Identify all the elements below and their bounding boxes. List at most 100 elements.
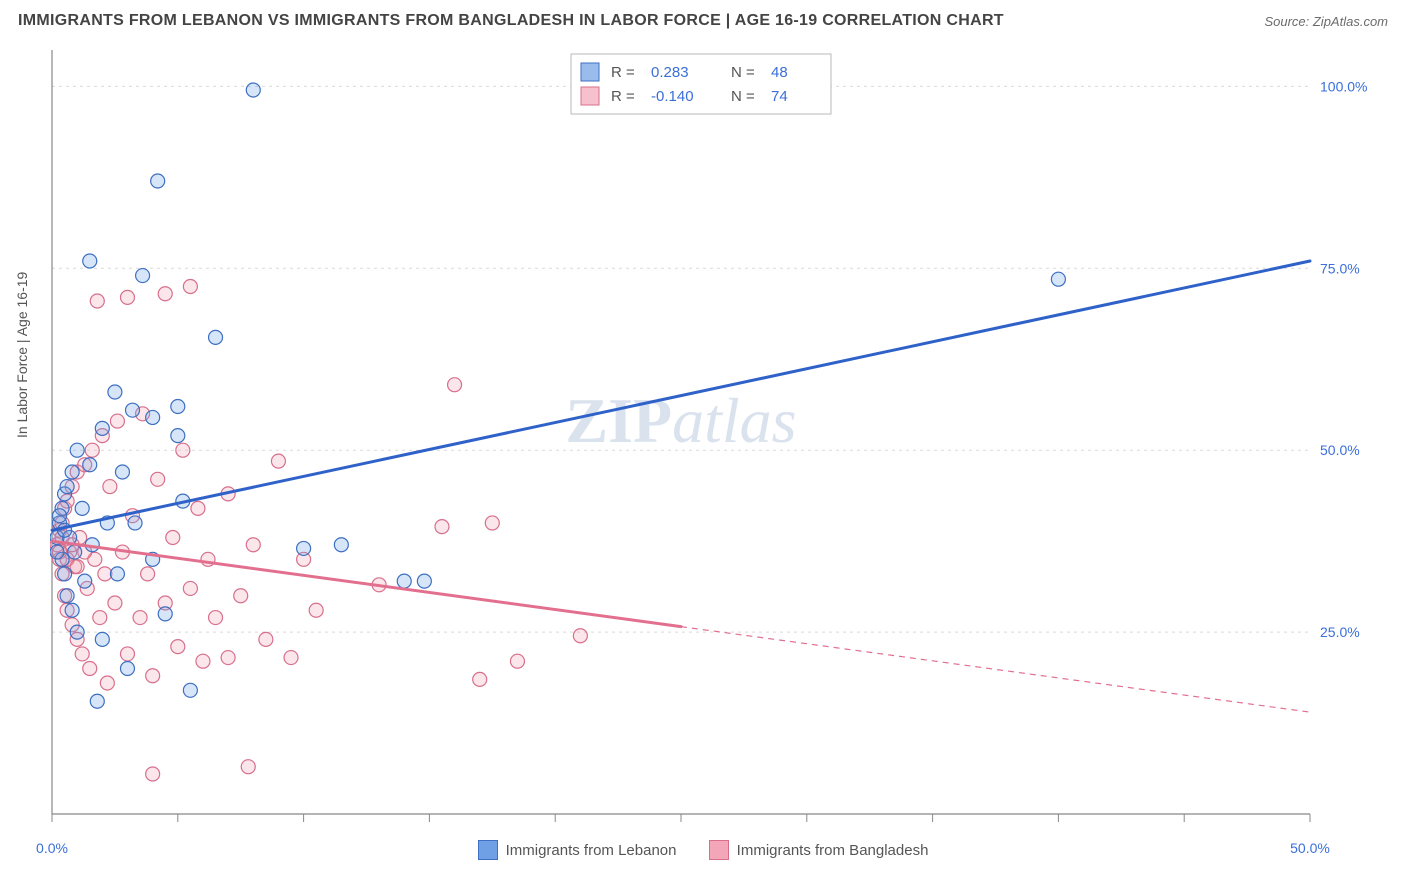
data-point-bangladesh — [271, 454, 285, 468]
data-point-lebanon — [50, 545, 64, 559]
data-point-lebanon — [209, 330, 223, 344]
data-point-bangladesh — [133, 611, 147, 625]
data-point-lebanon — [128, 516, 142, 530]
legend-r-label: R = — [611, 88, 635, 105]
legend-r-value-lebanon: 0.283 — [651, 64, 689, 81]
data-point-bangladesh — [246, 538, 260, 552]
legend-label-lebanon: Immigrants from Lebanon — [506, 842, 677, 859]
data-point-lebanon — [60, 480, 74, 494]
data-point-lebanon — [183, 683, 197, 697]
data-point-lebanon — [126, 403, 140, 417]
data-point-bangladesh — [573, 629, 587, 643]
legend-swatch-lebanon — [478, 840, 498, 860]
data-point-bangladesh — [191, 501, 205, 515]
data-point-bangladesh — [234, 589, 248, 603]
data-point-lebanon — [297, 541, 311, 555]
data-point-lebanon — [115, 465, 129, 479]
data-point-bangladesh — [90, 294, 104, 308]
source-label: Source: ZipAtlas.com — [1264, 14, 1388, 29]
data-point-bangladesh — [151, 472, 165, 486]
y-tick-label: 75.0% — [1320, 260, 1360, 276]
data-point-bangladesh — [93, 611, 107, 625]
data-point-lebanon — [65, 465, 79, 479]
legend-swatch-bangladesh — [581, 87, 599, 105]
data-point-lebanon — [78, 574, 92, 588]
data-point-bangladesh — [510, 654, 524, 668]
data-point-bangladesh — [166, 531, 180, 545]
data-point-lebanon — [70, 443, 84, 457]
legend-label-bangladesh: Immigrants from Bangladesh — [737, 842, 929, 859]
data-point-bangladesh — [110, 414, 124, 428]
legend-swatch-lebanon — [581, 63, 599, 81]
legend-n-label: N = — [731, 64, 755, 81]
y-tick-label: 50.0% — [1320, 442, 1360, 458]
data-point-bangladesh — [485, 516, 499, 530]
data-point-lebanon — [108, 385, 122, 399]
data-point-bangladesh — [209, 611, 223, 625]
y-tick-label: 100.0% — [1320, 78, 1367, 94]
data-point-bangladesh — [108, 596, 122, 610]
data-point-bangladesh — [176, 443, 190, 457]
data-point-bangladesh — [100, 676, 114, 690]
data-point-bangladesh — [146, 669, 160, 683]
data-point-bangladesh — [103, 480, 117, 494]
data-point-lebanon — [83, 458, 97, 472]
data-point-bangladesh — [70, 560, 84, 574]
data-point-bangladesh — [98, 567, 112, 581]
data-point-lebanon — [65, 603, 79, 617]
data-point-bangladesh — [183, 581, 197, 595]
y-tick-label: 25.0% — [1320, 624, 1360, 640]
data-point-bangladesh — [435, 520, 449, 534]
data-point-bangladesh — [75, 647, 89, 661]
bottom-legend: Immigrants from Lebanon Immigrants from … — [0, 840, 1406, 864]
data-point-bangladesh — [259, 632, 273, 646]
data-point-lebanon — [171, 400, 185, 414]
data-point-bangladesh — [85, 443, 99, 457]
data-point-lebanon — [246, 83, 260, 97]
legend-item-lebanon: Immigrants from Lebanon — [478, 840, 677, 860]
data-point-lebanon — [136, 269, 150, 283]
legend-n-value-bangladesh: 74 — [771, 88, 788, 105]
legend-n-value-lebanon: 48 — [771, 64, 788, 81]
data-point-bangladesh — [120, 647, 134, 661]
data-point-lebanon — [90, 694, 104, 708]
data-point-bangladesh — [196, 654, 210, 668]
correlation-legend-box — [571, 54, 831, 114]
data-point-bangladesh — [183, 279, 197, 293]
data-point-lebanon — [171, 429, 185, 443]
data-point-lebanon — [158, 607, 172, 621]
data-point-bangladesh — [158, 287, 172, 301]
data-point-lebanon — [75, 501, 89, 515]
data-point-bangladesh — [171, 640, 185, 654]
data-point-lebanon — [120, 661, 134, 675]
data-point-bangladesh — [241, 760, 255, 774]
data-point-bangladesh — [120, 290, 134, 304]
legend-item-bangladesh: Immigrants from Bangladesh — [709, 840, 929, 860]
data-point-lebanon — [110, 567, 124, 581]
y-axis-label: In Labor Force | Age 16-19 — [14, 272, 30, 438]
data-point-bangladesh — [309, 603, 323, 617]
data-point-bangladesh — [146, 767, 160, 781]
data-point-lebanon — [334, 538, 348, 552]
data-point-lebanon — [58, 567, 72, 581]
data-point-lebanon — [1051, 272, 1065, 286]
data-point-bangladesh — [83, 661, 97, 675]
legend-r-value-bangladesh: -0.140 — [651, 88, 694, 105]
data-point-lebanon — [95, 632, 109, 646]
plot-area: 25.0%50.0%75.0%100.0%ZIPatlasR =0.283N =… — [50, 48, 1388, 832]
data-point-lebanon — [95, 421, 109, 435]
trend-line-dashed-bangladesh — [681, 627, 1310, 712]
data-point-lebanon — [417, 574, 431, 588]
data-point-lebanon — [83, 254, 97, 268]
legend-r-label: R = — [611, 64, 635, 81]
data-point-lebanon — [70, 625, 84, 639]
legend-swatch-bangladesh — [709, 840, 729, 860]
data-point-lebanon — [146, 410, 160, 424]
data-point-bangladesh — [448, 378, 462, 392]
data-point-bangladesh — [221, 651, 235, 665]
chart-title: IMMIGRANTS FROM LEBANON VS IMMIGRANTS FR… — [18, 12, 1004, 29]
data-point-lebanon — [68, 545, 82, 559]
data-point-lebanon — [60, 589, 74, 603]
data-point-bangladesh — [141, 567, 155, 581]
data-point-bangladesh — [473, 672, 487, 686]
